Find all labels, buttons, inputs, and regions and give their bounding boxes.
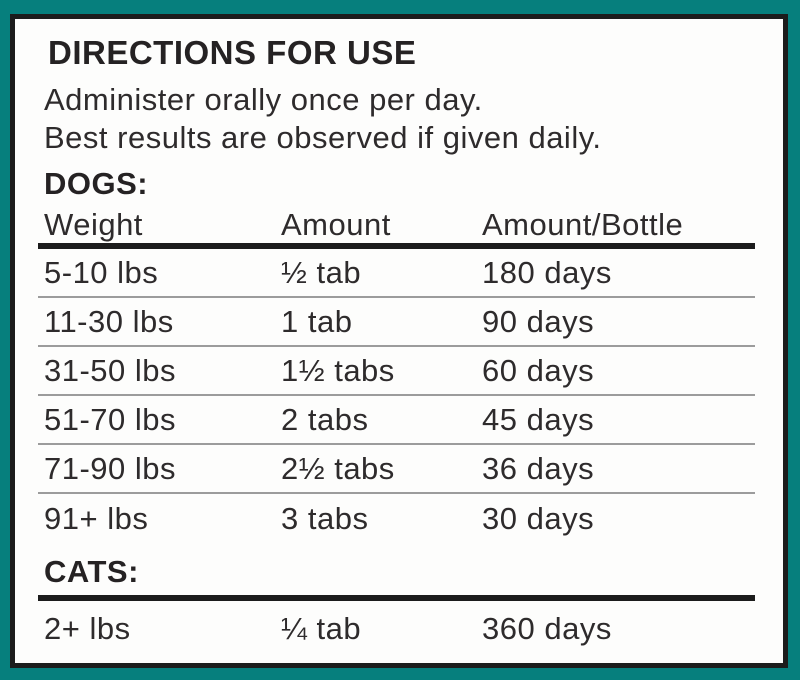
bottle-cell: 360 days	[482, 611, 612, 646]
table-row: 2+ lbs ¼ tab 360 days	[38, 601, 755, 657]
weight-cell: 31-50 lbs	[44, 352, 177, 388]
bottle-cell: 90 days	[482, 303, 595, 339]
amount-cell: 2½ tabs	[281, 450, 395, 486]
cats-heading: CATS:	[44, 554, 139, 589]
column-header-amount: Amount	[281, 207, 391, 242]
bottle-cell: 30 days	[482, 500, 595, 536]
amount-cell: 1 tab	[281, 303, 353, 339]
column-header-weight: Weight	[44, 207, 143, 242]
column-header-amount-per-bottle: Amount/Bottle	[482, 207, 684, 242]
bottle-cell: 60 days	[482, 352, 595, 388]
table-row: 11-30 lbs 1 tab 90 days	[38, 298, 755, 347]
table-row: 5-10 lbs ½ tab 180 days	[38, 249, 755, 298]
amount-cell: ¼ tab	[281, 611, 362, 646]
weight-cell: 2+ lbs	[44, 611, 131, 646]
bottle-cell: 36 days	[482, 450, 595, 486]
table-row: 71-90 lbs 2½ tabs 36 days	[38, 445, 755, 494]
amount-cell: 2 tabs	[281, 401, 369, 437]
table-row: 51-70 lbs 2 tabs 45 days	[38, 396, 755, 445]
weight-cell: 5-10 lbs	[44, 254, 159, 290]
weight-cell: 71-90 lbs	[44, 450, 177, 486]
page-title: DIRECTIONS FOR USE	[48, 34, 417, 71]
weight-cell: 51-70 lbs	[44, 401, 177, 437]
header-rule	[38, 243, 755, 249]
label-panel: DIRECTIONS FOR USE Administer orally onc…	[10, 14, 788, 668]
weight-cell: 91+ lbs	[44, 500, 149, 536]
dogs-dosage-table: Weight Amount Amount/Bottle 5-10 lbs ½ t…	[38, 205, 755, 543]
amount-cell: ½ tab	[281, 254, 362, 290]
amount-cell: 3 tabs	[281, 500, 369, 536]
cats-dosage-table: 2+ lbs ¼ tab 360 days	[38, 595, 755, 657]
table-row: 91+ lbs 3 tabs 30 days	[38, 494, 755, 543]
label-content: DIRECTIONS FOR USE Administer orally onc…	[15, 19, 783, 657]
intro-line-2: Best results are observed if given daily…	[44, 120, 602, 155]
table-row: 31-50 lbs 1½ tabs 60 days	[38, 347, 755, 396]
intro-line-1: Administer orally once per day.	[44, 82, 483, 117]
cats-header-rule	[38, 595, 755, 601]
table-header-row: Weight Amount Amount/Bottle	[38, 205, 755, 243]
intro-text: Administer orally once per day. Best res…	[38, 81, 755, 157]
bottle-cell: 180 days	[482, 254, 612, 290]
bottle-cell: 45 days	[482, 401, 595, 437]
dogs-heading: DOGS:	[44, 166, 149, 201]
amount-cell: 1½ tabs	[281, 352, 395, 388]
weight-cell: 11-30 lbs	[44, 303, 174, 339]
